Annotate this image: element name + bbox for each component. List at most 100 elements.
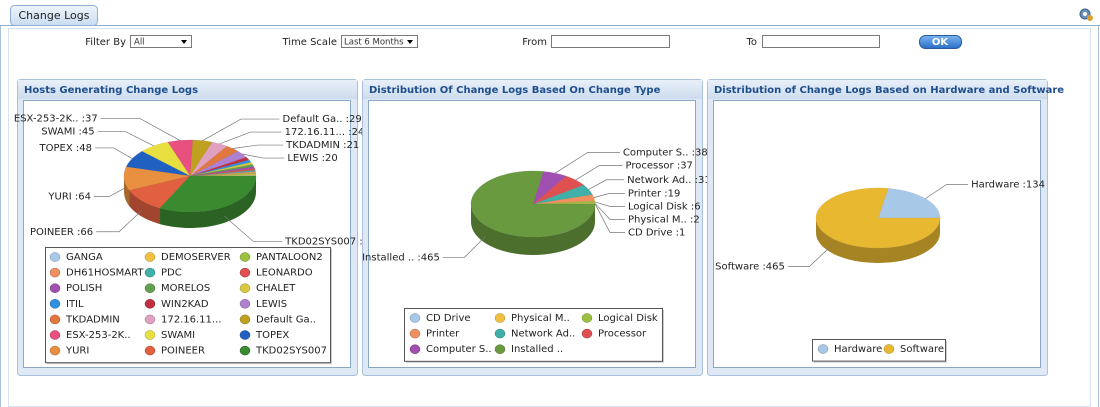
legend-label: Installed .. bbox=[511, 344, 563, 355]
slice-side bbox=[129, 190, 161, 225]
legend-swatch bbox=[49, 252, 61, 262]
legend-label: LEONARDO bbox=[256, 268, 313, 279]
leader-line bbox=[95, 147, 133, 159]
legend-label: POLISH bbox=[66, 283, 102, 294]
data-label: Hardware :134 bbox=[971, 179, 1045, 190]
leader-line bbox=[224, 216, 283, 242]
legend-swatch bbox=[883, 344, 895, 354]
slice bbox=[159, 175, 257, 213]
legend-swatch bbox=[49, 299, 61, 309]
panel-header bbox=[708, 80, 1047, 99]
legend-swatch bbox=[817, 344, 829, 354]
leader-line bbox=[594, 203, 625, 220]
leader-line bbox=[202, 118, 280, 141]
legend-swatch bbox=[144, 330, 156, 340]
time-scale-select[interactable] bbox=[341, 35, 418, 48]
to-input[interactable] bbox=[762, 35, 880, 48]
data-label: TKDADMIN :21 bbox=[285, 140, 359, 151]
legend-swatch bbox=[144, 345, 156, 356]
legend-swatch bbox=[144, 252, 156, 262]
legend-label: CD Drive bbox=[426, 313, 471, 324]
legend-label: Hardware bbox=[834, 344, 882, 355]
filter-by-select[interactable] bbox=[130, 35, 192, 48]
data-label: Network Ad.. :31 bbox=[627, 175, 711, 186]
leader-line bbox=[594, 203, 625, 233]
leader-line bbox=[219, 131, 282, 145]
leader-line bbox=[442, 235, 486, 258]
dropdown-arrow bbox=[181, 40, 187, 44]
legend-label: PDC bbox=[161, 268, 182, 279]
legend-label: WIN2KAD bbox=[161, 299, 209, 310]
legend-label: DH61HOSMART bbox=[66, 268, 144, 279]
filter-by-label: Filter By bbox=[85, 37, 126, 48]
slice bbox=[815, 187, 941, 249]
legend-label: Printer bbox=[426, 329, 460, 340]
legend-label: LEWIS bbox=[256, 299, 287, 310]
tab[interactable] bbox=[10, 5, 98, 26]
legend-swatch bbox=[239, 330, 251, 340]
legend-label: 172.16.11... bbox=[161, 314, 221, 325]
legend-swatch bbox=[494, 328, 506, 339]
data-label: CD Drive :1 bbox=[628, 227, 685, 238]
data-label: Installed .. :465 bbox=[362, 253, 440, 264]
legend-swatch bbox=[144, 283, 156, 293]
tab-label: Change Logs bbox=[19, 9, 90, 22]
legend-label: SWAMI bbox=[161, 330, 195, 341]
data-label: Logical Disk :6 bbox=[628, 201, 701, 212]
legend-swatch bbox=[239, 252, 251, 262]
legend-swatch bbox=[409, 344, 421, 354]
data-label: ESX-253-2K.. :37 bbox=[14, 114, 98, 125]
leader-line bbox=[97, 131, 154, 147]
legend-swatch bbox=[144, 314, 156, 325]
legend-label: TKDADMIN bbox=[65, 314, 120, 325]
from-input[interactable] bbox=[551, 35, 670, 48]
legend-label: MORELOS bbox=[161, 283, 210, 294]
panel-title: Distribution of Change Logs Based on Har… bbox=[714, 85, 1064, 96]
leader-line bbox=[100, 118, 181, 141]
legend-swatch bbox=[239, 299, 251, 309]
time-scale-value: Last 6 Months bbox=[344, 38, 404, 48]
data-label: SWAMI :45 bbox=[41, 127, 94, 138]
data-label: Computer S.. :38 bbox=[623, 148, 708, 159]
legend-swatch bbox=[49, 267, 61, 278]
slice-side bbox=[160, 176, 256, 228]
data-label: YURI :64 bbox=[47, 192, 91, 203]
legend-swatch bbox=[144, 267, 156, 278]
slice-side bbox=[816, 218, 940, 263]
legend-swatch bbox=[409, 313, 421, 323]
legend-label: TOPEX bbox=[255, 330, 289, 341]
legend-label: CHALET bbox=[256, 283, 296, 294]
legend-label: Physical M.. bbox=[511, 313, 570, 324]
time-scale-label: Time Scale bbox=[281, 37, 337, 48]
panel-title: Distribution Of Change Logs Based On Cha… bbox=[369, 85, 661, 96]
slice-side bbox=[471, 204, 595, 255]
ok-label: OK bbox=[932, 37, 950, 48]
legend-label: Software bbox=[900, 344, 944, 355]
panel-header bbox=[363, 80, 702, 99]
panel-title: Hosts Generating Change Logs bbox=[24, 85, 198, 96]
legend-label: YURI bbox=[65, 346, 89, 357]
data-label: Physical M.. :2 bbox=[628, 214, 700, 225]
legend-swatch bbox=[494, 344, 506, 354]
legend-label: ESX-253-2K.. bbox=[66, 330, 131, 341]
data-label: POINEER :66 bbox=[30, 227, 93, 238]
leader-line bbox=[594, 201, 625, 207]
leader-line bbox=[242, 153, 285, 159]
leader-line bbox=[94, 188, 125, 197]
legend bbox=[45, 247, 331, 364]
from-label: From bbox=[522, 37, 547, 48]
settings-icon[interactable] bbox=[1079, 8, 1093, 21]
leader-line bbox=[554, 152, 620, 174]
legend-swatch bbox=[581, 328, 593, 339]
legend-swatch bbox=[409, 328, 421, 339]
legend-swatch bbox=[494, 313, 506, 323]
data-label: 172.16.11... :24 bbox=[285, 127, 365, 138]
legend-label: GANGA bbox=[66, 252, 103, 263]
legend-label: TKD02SYS007 bbox=[255, 346, 327, 357]
ok-button[interactable] bbox=[919, 35, 962, 49]
leader-line bbox=[588, 179, 625, 190]
legend-swatch bbox=[239, 345, 251, 356]
leader-line bbox=[575, 165, 623, 181]
